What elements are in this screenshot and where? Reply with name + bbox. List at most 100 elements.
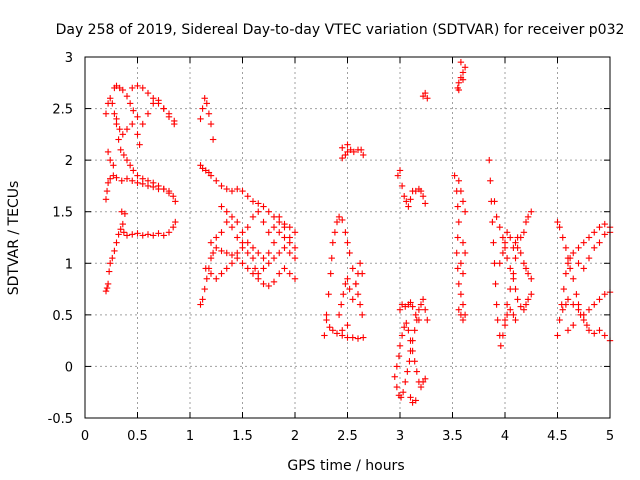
data-point	[562, 270, 570, 277]
data-point	[520, 260, 528, 267]
data-point	[116, 126, 123, 133]
data-point	[512, 254, 519, 262]
data-point	[583, 321, 591, 329]
data-point	[407, 299, 414, 306]
data-point	[459, 316, 467, 324]
data-point	[104, 179, 112, 187]
data-point	[203, 100, 210, 107]
data-point	[104, 148, 112, 156]
data-point	[129, 84, 136, 92]
data-point	[244, 249, 251, 257]
data-point	[455, 280, 462, 288]
data-point	[510, 244, 517, 252]
data-point	[601, 332, 608, 339]
data-point	[102, 110, 110, 117]
data-point	[333, 218, 341, 226]
data-point	[134, 113, 141, 121]
data-point	[346, 285, 353, 293]
data-point	[585, 327, 593, 334]
data-point	[503, 311, 511, 319]
data-point	[517, 303, 524, 310]
data-point	[207, 239, 215, 246]
data-point	[454, 265, 461, 272]
data-point	[455, 306, 462, 313]
data-point	[209, 136, 217, 143]
data-point	[286, 270, 293, 277]
data-point	[503, 301, 511, 308]
data-point	[422, 306, 429, 313]
data-point	[522, 265, 530, 272]
data-point	[554, 218, 561, 226]
data-point	[459, 76, 467, 83]
data-point	[403, 319, 410, 327]
data-point	[407, 394, 414, 401]
data-point	[111, 110, 118, 117]
data-point	[160, 232, 167, 239]
data-point	[207, 270, 215, 277]
data-point	[265, 229, 272, 236]
data-point	[213, 234, 220, 241]
data-point	[340, 291, 347, 298]
data-point	[255, 249, 262, 257]
x-tick-label: 0	[81, 429, 89, 444]
y-tick-label: 1.5	[52, 206, 73, 221]
data-point	[139, 232, 146, 239]
x-axis-label: GPS time / hours	[287, 458, 404, 474]
data-point	[276, 213, 283, 221]
data-point	[514, 234, 521, 241]
data-point	[119, 86, 126, 94]
data-point	[354, 291, 362, 298]
data-point	[107, 260, 114, 267]
data-point	[129, 120, 136, 128]
data-point	[120, 229, 128, 236]
data-point	[155, 230, 162, 237]
data-point	[321, 332, 328, 339]
data-point	[126, 162, 134, 169]
data-point	[335, 311, 343, 319]
data-point	[165, 189, 173, 197]
data-point	[270, 223, 278, 231]
data-point	[575, 244, 582, 252]
data-point	[218, 203, 225, 210]
data-point	[170, 223, 177, 231]
data-point	[349, 296, 356, 303]
data-point	[239, 239, 246, 246]
data-point	[407, 196, 414, 203]
data-point	[201, 285, 208, 293]
data-point	[123, 175, 131, 182]
data-point	[209, 249, 217, 257]
data-point	[349, 334, 356, 341]
data-point	[512, 239, 519, 246]
data-point	[562, 301, 570, 308]
data-point	[126, 100, 134, 107]
data-point	[239, 187, 246, 195]
data-point	[113, 174, 120, 181]
data-point	[554, 332, 561, 339]
data-point	[455, 86, 462, 94]
data-point	[103, 284, 111, 292]
data-point	[107, 95, 114, 102]
data-point	[413, 368, 420, 375]
data-point	[573, 291, 580, 298]
data-point	[422, 375, 429, 383]
data-point	[339, 327, 346, 334]
data-point	[286, 234, 293, 241]
data-point	[415, 316, 423, 324]
data-point	[323, 316, 330, 324]
data-point	[123, 156, 131, 164]
data-point	[580, 239, 587, 246]
data-point	[596, 327, 603, 334]
y-tick-label: 2	[65, 154, 73, 169]
y-tick-label: 0	[65, 360, 73, 375]
data-point	[123, 92, 131, 100]
data-point	[207, 120, 215, 128]
data-point	[501, 321, 509, 329]
data-point	[213, 275, 220, 282]
data-point	[255, 200, 262, 207]
data-point	[520, 306, 528, 313]
data-point	[528, 275, 535, 282]
axes: 0 0.5 1 1.5 2 2.5 3 3.5 4 4.5 5 -0.5 0 0.5 1 1.5 2 2.5 3	[48, 51, 615, 444]
data-point	[344, 275, 351, 282]
data-point	[503, 229, 511, 236]
data-point	[457, 291, 465, 298]
